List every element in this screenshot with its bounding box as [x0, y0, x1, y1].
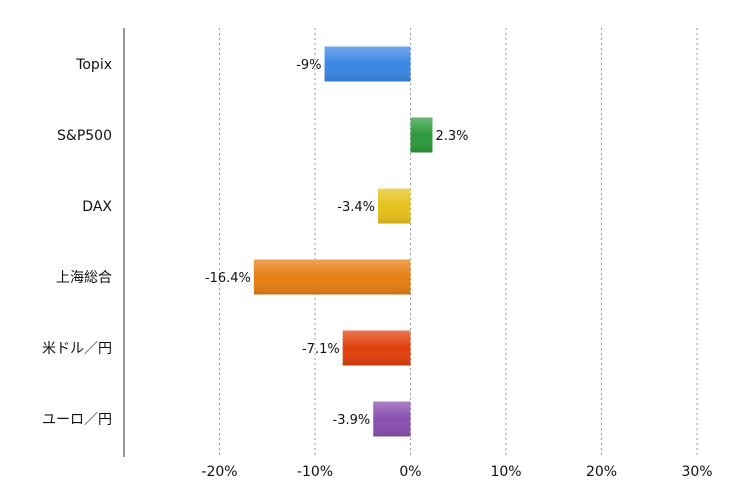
- category-label: S&P500: [57, 128, 112, 144]
- category-label: 上海総合: [56, 270, 112, 286]
- data-label: -7.1%: [302, 342, 340, 357]
- data-label: -3.4%: [337, 200, 375, 215]
- x-tick-label: -20%: [201, 464, 237, 480]
- x-tick-label: -10%: [297, 464, 333, 480]
- bar: [342, 330, 411, 366]
- x-tick-label: 0%: [399, 464, 421, 480]
- data-label: -9%: [296, 58, 321, 73]
- bar: [378, 188, 411, 224]
- category-label: Topix: [75, 57, 112, 73]
- bar: [373, 401, 411, 437]
- x-tick-labels: -20% -10% 0% 10% 20% 30%: [201, 464, 712, 480]
- x-tick-label: 10%: [490, 464, 521, 480]
- bar: [410, 117, 433, 153]
- category-label: ユーロ／円: [42, 412, 112, 428]
- data-label: -16.4%: [205, 271, 251, 286]
- data-label: -3.9%: [333, 413, 371, 428]
- bars: [253, 46, 433, 437]
- data-label: 2.3%: [435, 129, 468, 144]
- bar: [324, 46, 411, 82]
- data-labels: -9% 2.3% -3.4% -16.4% -7.1% -3.9%: [205, 58, 469, 428]
- grid-lines: [219, 28, 698, 457]
- x-tick-label: 20%: [586, 464, 617, 480]
- category-label: 米ドル／円: [42, 341, 112, 357]
- category-label: DAX: [82, 199, 112, 215]
- x-tick-label: 30%: [681, 464, 712, 480]
- bar: [253, 259, 411, 295]
